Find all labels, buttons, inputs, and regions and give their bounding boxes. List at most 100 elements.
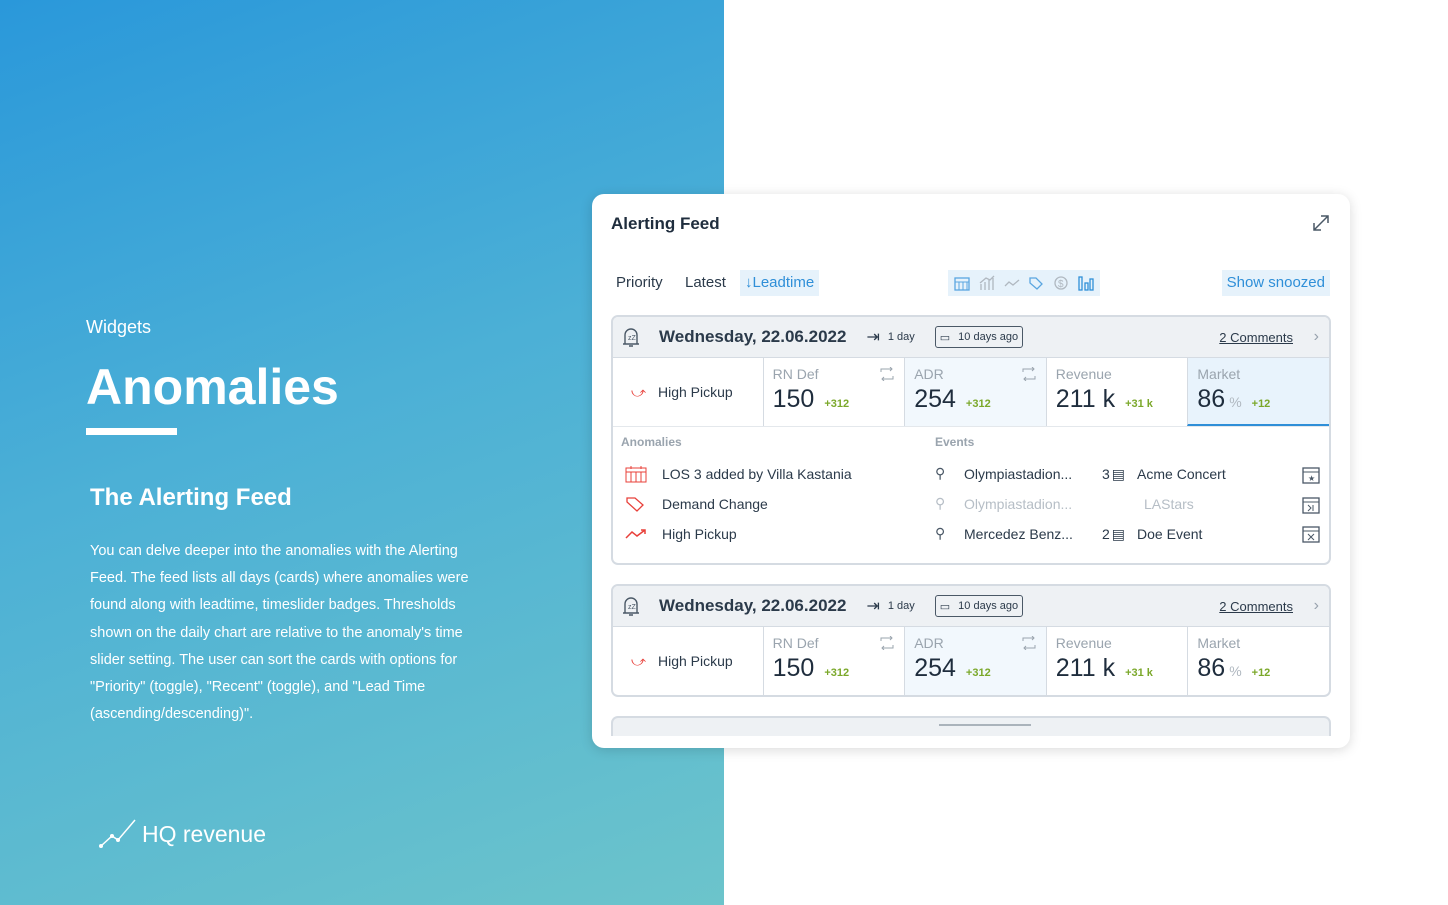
swap-icon[interactable] <box>879 636 895 650</box>
feed-card-partial[interactable] <box>611 716 1331 736</box>
metric-delta: +312 <box>824 398 850 410</box>
tag-icon <box>626 497 644 512</box>
swap-icon[interactable] <box>1021 367 1037 381</box>
leadtime-value: 1 day <box>887 600 915 612</box>
event-name: Acme Concert <box>1137 466 1226 482</box>
scroll-handle[interactable] <box>939 724 1031 726</box>
event-venue: Olympiastadion... <box>964 466 1073 482</box>
location-pin-icon: ⚲ <box>935 465 946 481</box>
feed-card[interactable]: zZ Wednesday, 22.06.2022 ⇥ 1 day ▭ 10 days… <box>611 584 1331 697</box>
metric-delta: +312 <box>824 667 850 679</box>
calendar-x-icon[interactable] <box>1301 524 1321 544</box>
anomaly-text: LOS 3 added by Villa Kastania <box>662 466 852 482</box>
chart-icon[interactable] <box>978 274 996 292</box>
metric-market[interactable]: Market 86% +12 <box>1187 358 1329 426</box>
sort-leadtime[interactable]: ↓Leadtime <box>740 270 820 296</box>
comments-link[interactable]: 2 Comments <box>1219 598 1293 614</box>
expand-icon[interactable] <box>1310 212 1332 234</box>
metric-delta: +31 k <box>1125 667 1153 679</box>
metric-delta: +312 <box>965 398 991 410</box>
timeslider-badge[interactable]: ▭ 10 days ago <box>934 326 1024 348</box>
feed-card[interactable]: zZ Wednesday, 22.06.2022 ⇥ 1 day ▭ 10 days… <box>611 315 1331 565</box>
chevron-right-icon[interactable]: › <box>1313 328 1319 345</box>
eyebrow: Widgets <box>86 317 152 337</box>
calendar-next-icon[interactable] <box>1301 495 1321 515</box>
event-item[interactable]: ⚲ Olympiastadion... 3 ▤ Acme Concert <box>935 465 1226 483</box>
metric-label: Market <box>1197 635 1241 651</box>
metric-revenue[interactable]: Revenue 211 k +31 k <box>1045 627 1188 695</box>
card-header: zZ Wednesday, 22.06.2022 ⇥ 1 day ▭ 10 days… <box>613 317 1329 358</box>
anomaly-label: High Pickup <box>657 653 733 669</box>
comments-link[interactable]: 2 Comments <box>1219 329 1293 345</box>
logo: HQ revenue <box>98 818 266 850</box>
calendar-star-icon[interactable]: ★ <box>1301 465 1321 485</box>
metric-value: 211 k <box>1055 385 1116 413</box>
metric-value: 150 <box>772 385 815 413</box>
leadtime-arrow-icon: ⇥ <box>866 598 880 615</box>
metric-market[interactable]: Market 86% +12 <box>1187 627 1329 695</box>
anomaly-item[interactable]: High Pickup <box>625 525 737 543</box>
sort-latest[interactable]: Latest <box>685 274 726 291</box>
widget-title: Alerting Feed <box>611 214 720 233</box>
bar-chart-icon[interactable] <box>1077 274 1095 292</box>
metric-label: Revenue <box>1055 366 1112 382</box>
event-list-icon: ▤ <box>1111 465 1126 482</box>
metric-unit: % <box>1229 394 1242 410</box>
events-header: Events <box>935 435 975 449</box>
timeslider-badge[interactable]: ▭ 10 days ago <box>934 595 1024 617</box>
trend-icon[interactable] <box>1003 274 1021 292</box>
leadtime: ⇥ 1 day <box>866 596 914 616</box>
anomalies-header: Anomalies <box>621 435 682 449</box>
card-date: Wednesday, 22.06.2022 <box>659 327 847 346</box>
swap-icon[interactable] <box>1021 636 1037 650</box>
sort-priority[interactable]: Priority <box>616 274 663 291</box>
location-pin-icon: ⚲ <box>935 525 946 541</box>
metric-rn-def[interactable]: RN Def 150 +312 <box>762 358 905 426</box>
metric-label: RN Def <box>772 635 819 651</box>
card-details: Anomalies Events LOS 3 added by Villa Ka… <box>613 426 1329 563</box>
anomaly-item[interactable]: Demand Change <box>625 495 768 513</box>
ago-text: 10 days ago <box>958 331 1019 343</box>
section-title: The Alerting Feed <box>90 484 292 511</box>
event-item[interactable]: ⚲ Olympiastadion... LAStars <box>935 495 1194 513</box>
event-count: 2 <box>1102 526 1110 542</box>
anomaly-type: ⤻ High Pickup <box>613 358 763 426</box>
filter-toolbar: $ <box>948 270 1100 296</box>
anomaly-item[interactable]: LOS 3 added by Villa Kastania <box>625 465 852 483</box>
event-list-icon: ▤ <box>1111 525 1126 542</box>
snooze-icon[interactable]: zZ <box>621 595 641 617</box>
show-snoozed-button[interactable]: Show snoozed <box>1221 270 1330 296</box>
calendar-icon[interactable] <box>953 274 971 292</box>
snooze-icon[interactable]: zZ <box>621 326 641 348</box>
alerting-feed-widget: Alerting Feed Priority Latest ↓Leadtime … <box>592 194 1350 748</box>
pickup-trend-icon: ⤻ <box>631 383 646 400</box>
metric-value: 211 k <box>1055 654 1116 682</box>
metric-revenue[interactable]: Revenue 211 k +31 k <box>1045 358 1188 426</box>
calendar-back-icon: ▭ <box>939 600 951 613</box>
metric-label: Revenue <box>1055 635 1112 651</box>
tag-icon[interactable] <box>1027 274 1045 292</box>
logo-text: HQ revenue <box>142 820 267 847</box>
leadtime: ⇥ 1 day <box>866 327 914 347</box>
metric-label: Market <box>1197 366 1241 382</box>
chevron-right-icon[interactable]: › <box>1313 597 1319 614</box>
location-pin-icon: ⚲ <box>935 495 946 511</box>
metric-adr[interactable]: ADR 254 +312 <box>904 627 1046 695</box>
ago-text: 10 days ago <box>958 600 1019 612</box>
metric-delta: +312 <box>965 667 991 679</box>
metrics-row: ⤻ High Pickup RN Def 150 +312 ADR 254 +312 Re… <box>613 627 1329 695</box>
metric-rn-def[interactable]: RN Def 150 +312 <box>762 627 905 695</box>
metric-adr[interactable]: ADR 254 +312 <box>904 358 1046 426</box>
metric-value: 86 <box>1197 385 1226 413</box>
title-underline <box>86 428 177 435</box>
currency-icon[interactable]: $ <box>1052 274 1070 292</box>
metric-label: ADR <box>914 635 944 651</box>
event-venue: Olympiastadion... <box>964 496 1073 512</box>
page-title: Anomalies <box>86 359 339 415</box>
calendar-icon <box>625 466 647 483</box>
swap-icon[interactable] <box>879 367 895 381</box>
event-name: Doe Event <box>1137 526 1203 542</box>
event-item[interactable]: ⚲ Mercedez Benz... 2 ▤ Doe Event <box>935 525 1202 543</box>
card-date: Wednesday, 22.06.2022 <box>659 596 847 615</box>
svg-text:zZ: zZ <box>628 604 637 611</box>
